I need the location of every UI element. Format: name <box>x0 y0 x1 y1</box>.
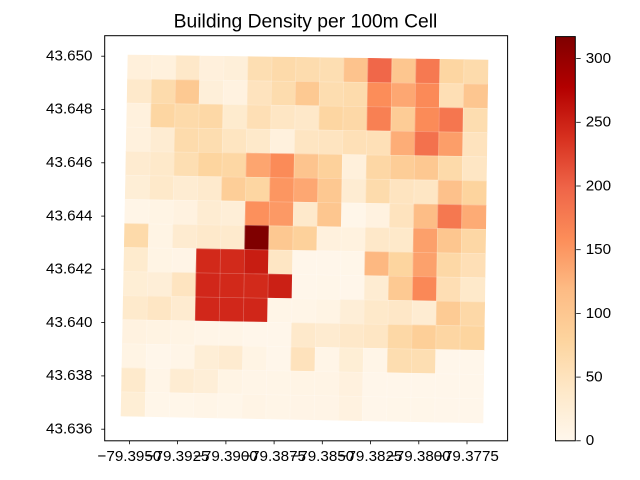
svg-text:43.642: 43.642 <box>46 261 92 278</box>
svg-text:43.644: 43.644 <box>46 207 92 224</box>
svg-text:43.648: 43.648 <box>46 101 92 118</box>
svg-text:43.646: 43.646 <box>46 154 92 171</box>
svg-text:0: 0 <box>586 432 594 449</box>
svg-text:−79.3800: −79.3800 <box>387 448 451 465</box>
svg-text:−79.3850: −79.3850 <box>290 448 354 465</box>
svg-text:43.640: 43.640 <box>46 314 92 331</box>
svg-text:−79.3875: −79.3875 <box>242 448 306 465</box>
svg-text:200: 200 <box>586 177 611 194</box>
svg-text:−79.3925: −79.3925 <box>146 448 210 465</box>
svg-text:−79.3900: −79.3900 <box>194 448 258 465</box>
svg-text:250: 250 <box>586 114 611 131</box>
svg-text:43.636: 43.636 <box>46 420 92 437</box>
svg-text:−79.3825: −79.3825 <box>339 448 403 465</box>
svg-text:−79.3775: −79.3775 <box>435 448 499 465</box>
svg-text:300: 300 <box>586 50 611 67</box>
svg-text:Building Density per 100m Cell: Building Density per 100m Cell <box>174 11 438 32</box>
svg-text:−79.3950: −79.3950 <box>98 448 162 465</box>
svg-text:43.650: 43.650 <box>46 47 92 64</box>
svg-text:100: 100 <box>586 305 611 322</box>
svg-text:150: 150 <box>586 241 611 258</box>
svg-text:43.638: 43.638 <box>46 367 92 384</box>
svg-text:50: 50 <box>586 369 603 386</box>
